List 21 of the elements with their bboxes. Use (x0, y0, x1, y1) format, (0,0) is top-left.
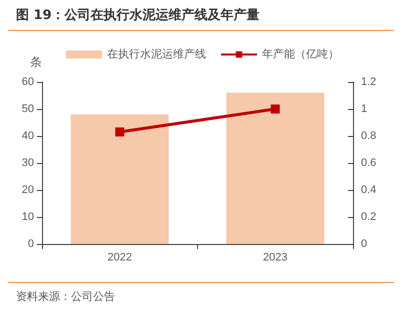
legend-label: 在执行水泥运维产线 (107, 48, 206, 60)
y2-tick-label: 1.2 (361, 76, 376, 88)
text: 资料来源：公司公告 (16, 289, 115, 304)
y2-tick-label: 0.6 (361, 157, 376, 169)
y-tick-label: 50 (22, 103, 34, 115)
y2-tick-label: 0.2 (361, 211, 376, 223)
y-tick-label: 0 (28, 238, 34, 250)
x-tick-label: 2022 (108, 252, 132, 264)
y2-tick-label: 0 (361, 238, 368, 250)
x-tick-label: 2023 (263, 252, 288, 264)
y-tick-label: 40 (22, 130, 34, 142)
y2-tick-label: 1 (361, 103, 368, 115)
y-tick-label: 30 (22, 157, 34, 169)
y2-tick-label: 0.4 (361, 184, 376, 196)
y-tick-label: 10 (22, 211, 34, 223)
y2-tick-label: 0.8 (361, 130, 376, 142)
legend-label: 年产能（亿吨） (262, 48, 339, 60)
y-tick-label: 20 (22, 184, 34, 196)
y-axis-title: 条 (30, 55, 42, 69)
chart-title: 图 19：公司在执行水泥运维产线及年产量 (16, 6, 260, 24)
y-tick-label: 60 (22, 76, 34, 88)
